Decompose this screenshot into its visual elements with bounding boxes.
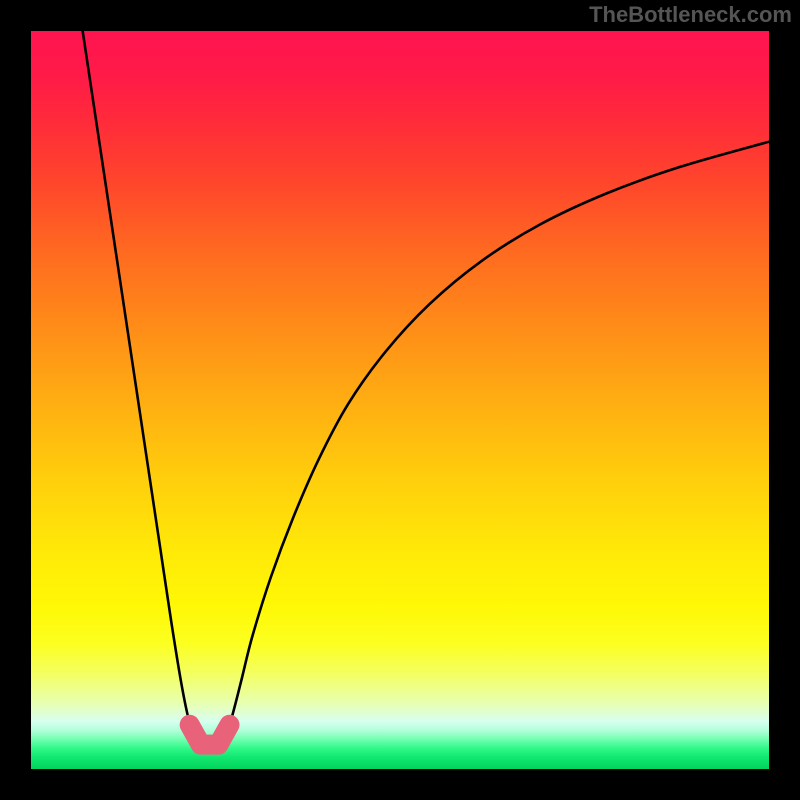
plot-svg [31,31,769,769]
marker-endcap [225,720,235,730]
watermark-label: TheBottleneck.com [589,2,792,28]
marker-endcap [185,720,195,730]
chart-container: TheBottleneck.com [0,0,800,800]
plot-area [31,31,769,769]
gradient-background [31,31,769,769]
